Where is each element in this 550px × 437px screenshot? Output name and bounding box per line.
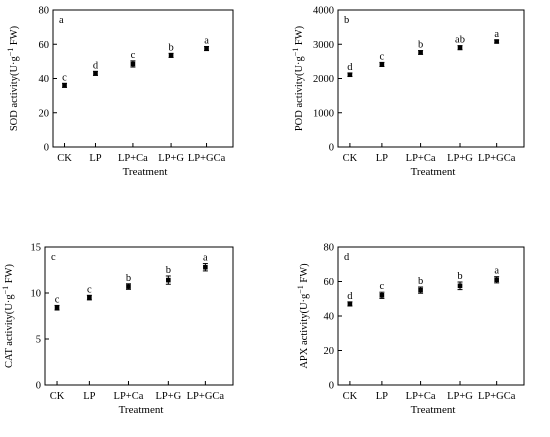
x-tick-label: CK	[57, 153, 72, 164]
y-axis-title: CAT activity(U·g−1 FW)	[1, 264, 15, 368]
data-point	[204, 46, 209, 51]
data-point	[379, 293, 385, 298]
significance-letter: c	[55, 294, 60, 305]
plot-frame	[44, 246, 234, 386]
x-tick-label: CK	[343, 391, 358, 402]
y-tick-label: 40	[39, 74, 50, 85]
significance-letter: b	[168, 42, 173, 53]
data-point	[166, 277, 171, 283]
significance-letter: a	[204, 35, 209, 46]
y-tick-label: 0	[329, 381, 334, 392]
y-tick-label: 60	[324, 277, 335, 288]
x-axis-title: Treatment	[119, 404, 164, 416]
significance-letter: ab	[455, 35, 465, 46]
data-point	[203, 264, 208, 270]
data-point	[168, 53, 174, 58]
significance-letter: b	[166, 265, 171, 276]
x-tick-label: LP+Ca	[406, 153, 436, 164]
x-axis-title: Treatment	[123, 166, 168, 178]
significance-letter: b	[418, 276, 423, 287]
data-point	[54, 305, 60, 311]
x-tick-label: CK	[343, 153, 358, 164]
plot-frame	[52, 9, 234, 148]
data-point	[347, 301, 353, 307]
data-point	[418, 287, 423, 293]
y-tick-label: 0	[44, 143, 49, 154]
y-tick-label: 60	[39, 40, 50, 51]
x-axis-title: Treatment	[411, 166, 456, 178]
data-point	[379, 62, 385, 67]
y-tick-label: 15	[31, 243, 42, 254]
significance-letter: c	[380, 281, 385, 292]
x-tick-label: LP+G	[447, 153, 473, 164]
data-point	[347, 72, 353, 78]
y-tick-label: 4000	[313, 6, 334, 17]
data-point	[93, 71, 98, 76]
significance-letter: c	[131, 50, 136, 61]
x-tick-label: LP	[83, 391, 95, 402]
chart-panel-a: 0 20 40 60 80 CK LP LP+Ca LP+G LP+GCa Treatment SOD…	[6, 6, 234, 178]
data-point	[87, 295, 92, 300]
y-axis-title: APX activity(U·g−1 FW)	[296, 263, 310, 369]
y-tick-label: 0	[36, 381, 41, 392]
data-point	[494, 39, 499, 44]
x-tick-label: LP+GCa	[478, 391, 516, 402]
x-tick-label: LP+GCa	[478, 153, 516, 164]
y-tick-label: 80	[324, 243, 335, 254]
y-tick-label: 5	[36, 335, 41, 346]
x-axis-title: Treatment	[411, 404, 456, 416]
data-point	[494, 277, 499, 283]
data-point	[130, 61, 136, 67]
x-tick-label: CK	[50, 391, 65, 402]
x-tick-label: LP+G	[158, 153, 184, 164]
significance-letter: a	[494, 29, 499, 40]
y-tick-label: 20	[39, 108, 50, 119]
data-point	[418, 50, 423, 55]
x-tick-label: LP+Ca	[118, 153, 148, 164]
y-tick-label: 3000	[313, 40, 334, 51]
x-tick-label: LP	[376, 153, 388, 164]
panel-letter: b	[344, 15, 349, 26]
significance-letter: c	[62, 72, 67, 83]
panel-letter: d	[344, 252, 350, 263]
y-tick-label: 80	[39, 6, 50, 17]
significance-letter: d	[93, 60, 99, 71]
significance-letter: a	[203, 253, 208, 264]
significance-letter: d	[347, 62, 353, 73]
y-tick-label: 2000	[313, 74, 334, 85]
data-point	[457, 45, 463, 50]
y-tick-label: 10	[31, 289, 42, 300]
data-point	[62, 83, 67, 88]
panel-letter: a	[59, 15, 64, 26]
significance-letter: b	[126, 273, 131, 284]
significance-letter: c	[87, 284, 92, 295]
x-tick-label: LP+G	[155, 391, 181, 402]
significance-letter: b	[457, 271, 462, 282]
x-tick-label: LP	[376, 391, 388, 402]
x-tick-label: LP+Ca	[114, 391, 144, 402]
panel-letter: c	[51, 252, 56, 263]
data-point	[126, 284, 131, 289]
x-tick-label: LP+G	[447, 391, 473, 402]
significance-letter: a	[494, 266, 499, 277]
chart-panel-d: 0 20 40 60 80 CK LP LP+Ca LP+G LP+GCa Treatment APX…	[296, 243, 525, 416]
y-axis-title: POD activity(U·g−1 FW)	[291, 25, 305, 131]
x-tick-label: LP	[89, 153, 101, 164]
y-tick-label: 20	[324, 346, 335, 357]
x-tick-label: LP+GCa	[188, 153, 226, 164]
chart-panel-b: 0 1000 2000 3000 4000 CK LP LP+Ca LP+G LP+GCa Trea…	[291, 6, 525, 178]
x-tick-label: LP+Ca	[406, 391, 436, 402]
significance-letter: c	[380, 51, 385, 62]
significance-letter: b	[418, 40, 423, 51]
chart-panel-c: 0 5 10 15 CK LP LP+Ca LP+G LP+GCa Treatment CAT ac…	[1, 243, 234, 416]
y-tick-label: 0	[329, 143, 334, 154]
significance-letter: d	[347, 291, 353, 302]
y-tick-label: 1000	[313, 108, 334, 119]
y-axis-title: SOD activity(U·g−1 FW)	[6, 25, 20, 131]
data-point	[457, 283, 463, 289]
x-tick-label: LP+GCa	[187, 391, 225, 402]
y-tick-label: 40	[324, 312, 335, 323]
